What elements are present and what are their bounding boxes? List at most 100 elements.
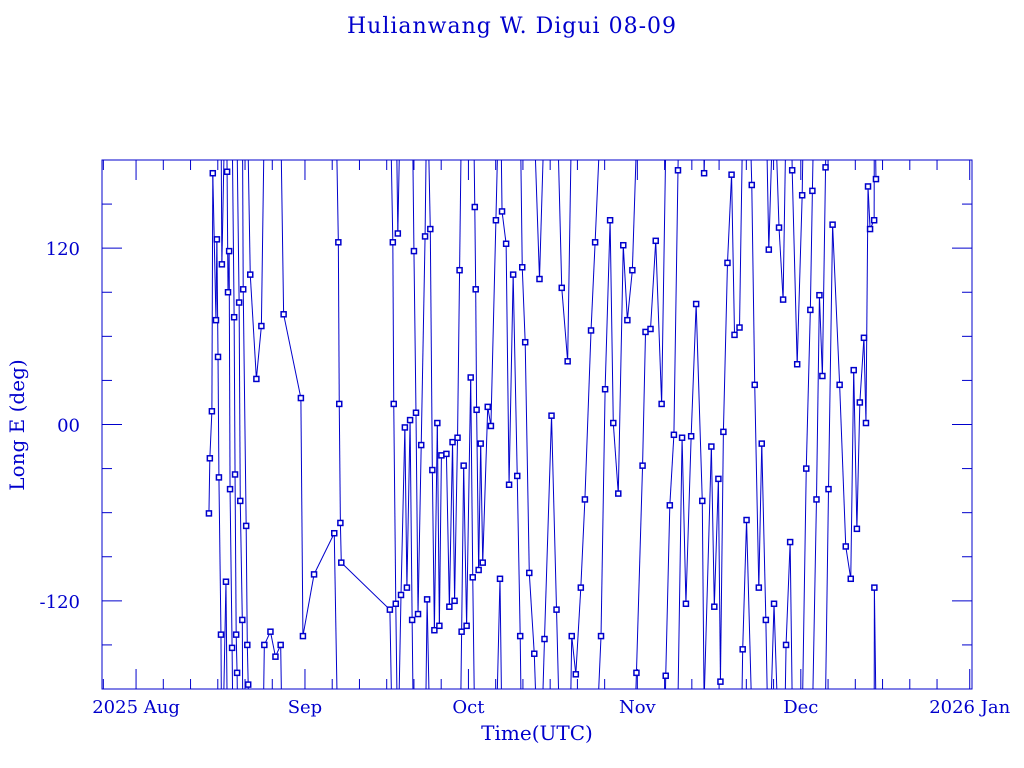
data-point xyxy=(724,259,731,267)
data-point xyxy=(484,403,491,411)
data-point xyxy=(870,216,878,224)
trace-segment xyxy=(216,239,219,357)
x-tick-label: 2025 Aug xyxy=(92,697,180,718)
trace-segment xyxy=(217,356,220,478)
data-point xyxy=(239,616,246,624)
data-point xyxy=(687,433,695,440)
x-tick-label: Oct xyxy=(452,697,485,718)
data-point xyxy=(277,641,284,649)
trace-segment xyxy=(742,519,748,650)
trace-segment xyxy=(701,500,705,690)
data-point xyxy=(224,289,232,296)
data-point xyxy=(310,571,318,578)
trace-segment xyxy=(496,578,501,690)
trace-segment xyxy=(873,587,877,690)
data-point xyxy=(297,394,305,402)
trace-segment xyxy=(260,159,265,327)
data-point xyxy=(443,450,450,458)
data-point xyxy=(267,628,274,635)
trace-segment xyxy=(631,159,637,271)
data-point xyxy=(225,247,233,255)
trace-segment xyxy=(445,453,450,607)
trace-segment xyxy=(420,236,426,446)
trace-segment xyxy=(538,159,544,280)
trace-segment xyxy=(438,455,442,626)
data-point xyxy=(779,296,787,303)
trace-segment xyxy=(690,303,697,437)
trace-segment xyxy=(249,274,257,379)
data-point xyxy=(232,631,240,638)
trace-segment xyxy=(236,159,240,303)
data-point xyxy=(429,466,436,474)
data-point xyxy=(518,264,526,271)
data-point xyxy=(715,475,722,483)
data-point xyxy=(237,497,244,505)
trace-segment xyxy=(570,636,573,690)
trace-segment xyxy=(825,489,830,690)
trace-segment xyxy=(454,437,459,601)
data-point xyxy=(860,334,868,342)
data-point xyxy=(331,529,338,537)
trace-segment xyxy=(426,599,430,690)
trace-segment xyxy=(300,398,304,637)
trace-segment xyxy=(710,446,715,607)
data-point xyxy=(662,672,669,680)
trace-segment xyxy=(459,159,462,271)
trace-segment xyxy=(245,525,248,645)
trace-segment xyxy=(551,415,558,610)
trace-segment xyxy=(584,330,592,500)
trace-segment xyxy=(695,303,703,501)
trace-segment xyxy=(750,159,753,185)
data-point xyxy=(786,538,794,546)
trace-segment xyxy=(436,423,440,626)
data-point xyxy=(728,171,735,178)
trace-segment xyxy=(746,520,752,690)
data-point xyxy=(247,271,254,278)
data-point xyxy=(748,181,756,189)
trace-segment xyxy=(461,465,465,632)
trace-segment xyxy=(225,581,228,690)
x-tick-label: Sep xyxy=(288,697,323,718)
data-point xyxy=(758,440,766,447)
data-point xyxy=(624,316,631,324)
trace-segment xyxy=(669,434,675,506)
trace-segment xyxy=(785,542,791,645)
data-point xyxy=(620,241,627,249)
trace-segment xyxy=(429,229,433,471)
data-point xyxy=(829,221,836,228)
data-point xyxy=(633,669,640,677)
trace-segment xyxy=(478,443,482,570)
trace-segment xyxy=(263,644,265,690)
trace-segment xyxy=(482,406,489,563)
data-point xyxy=(451,597,458,605)
data-point xyxy=(401,424,409,431)
trace-segment xyxy=(404,427,408,588)
data-point xyxy=(531,650,538,657)
data-point xyxy=(717,678,724,685)
trace-segment xyxy=(703,446,712,690)
trace-segment xyxy=(751,184,756,385)
data-point xyxy=(230,313,238,321)
data-point xyxy=(412,409,420,416)
trace-segment xyxy=(226,171,229,293)
data-point xyxy=(866,225,874,233)
trace-segment xyxy=(768,159,772,250)
trace-segment xyxy=(221,159,225,265)
trace-segment xyxy=(470,377,474,578)
data-point xyxy=(793,361,801,368)
trace-segment xyxy=(428,159,431,230)
data-point xyxy=(765,246,773,253)
trace-segment xyxy=(801,159,804,196)
trace-segment xyxy=(389,609,392,690)
trace-segment xyxy=(802,468,807,690)
x-tick-label: 2026 Jan xyxy=(929,697,1010,718)
data-point xyxy=(568,632,575,640)
data-point xyxy=(853,525,861,533)
trace-segment xyxy=(754,384,760,588)
trace-segment xyxy=(626,270,633,321)
data-point xyxy=(410,247,418,255)
data-point xyxy=(423,596,431,603)
data-point xyxy=(862,419,870,427)
data-point xyxy=(213,236,221,243)
data-point xyxy=(762,616,770,624)
